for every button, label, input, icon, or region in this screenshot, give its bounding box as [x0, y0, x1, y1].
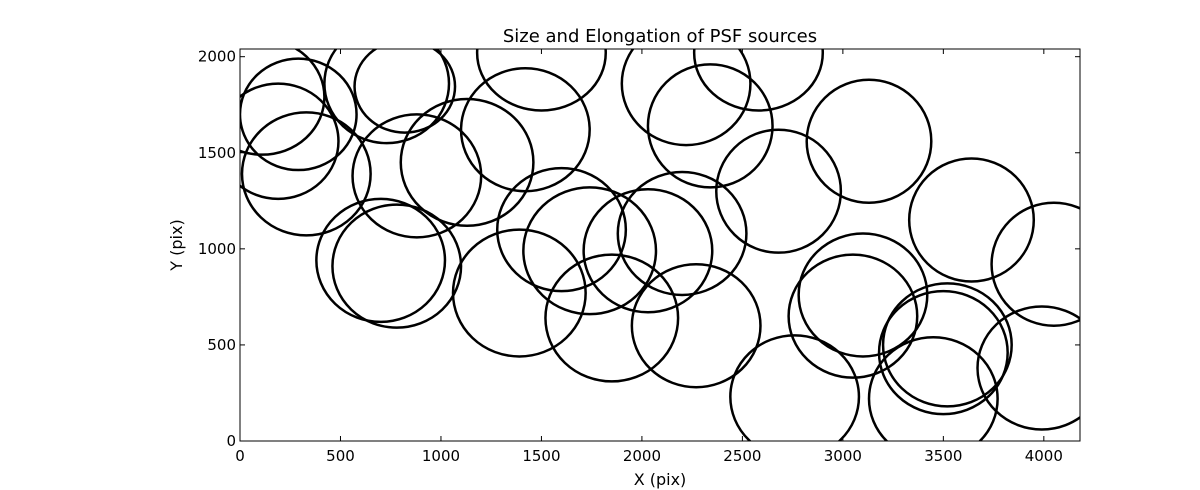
- psf-source-ellipse: [323, 49, 451, 145]
- psf-source-ellipse: [240, 82, 340, 201]
- psf-source-ellipse: [877, 289, 1009, 416]
- psf-source-ellipse: [787, 253, 919, 379]
- psf-source-ellipse: [646, 63, 774, 189]
- x-tick-label: 3500: [924, 447, 962, 465]
- x-tick-label: 500: [326, 447, 355, 465]
- y-tick-label: 2000: [198, 48, 236, 66]
- y-tick-label: 500: [207, 336, 236, 354]
- x-axis-label: X (pix): [634, 470, 687, 489]
- psf-source-ellipse: [451, 228, 587, 358]
- y-tick-label: 1500: [198, 144, 236, 162]
- psf-source-ellipse: [544, 253, 680, 383]
- psf-source-ellipse: [240, 57, 358, 172]
- psf-source-ellipse: [459, 66, 591, 193]
- y-axis-label: Y (pix): [167, 219, 186, 271]
- psf-source-ellipse: [495, 166, 628, 293]
- x-tick-label: 0: [235, 447, 245, 465]
- psf-source-ellipse: [240, 49, 326, 156]
- y-axis: 0 500 1000 1500 2000: [198, 48, 1080, 450]
- psf-source-ellipse: [715, 128, 843, 254]
- x-tick-label: 1500: [522, 447, 560, 465]
- psf-source-ellipse: [692, 49, 825, 112]
- psf-source-ellipse: [976, 305, 1080, 431]
- plot-frame: [239, 48, 1081, 442]
- psf-source-ellipse: [582, 188, 714, 314]
- y-tick-label: 0: [226, 432, 236, 450]
- x-tick-label: 3000: [824, 447, 862, 465]
- x-tick-label: 2500: [723, 447, 761, 465]
- psf-source-ellipse: [797, 232, 929, 358]
- psf-source-ellipse: [399, 97, 535, 228]
- psf-source-ellipse: [522, 186, 658, 316]
- chart-title: Size and Elongation of PSF sources: [503, 26, 817, 47]
- psf-source-ellipse: [315, 197, 447, 324]
- psf-source-ellipse: [990, 201, 1080, 327]
- plot-area: [240, 49, 1080, 441]
- x-tick-label: 1000: [422, 447, 460, 465]
- psf-source-ellipse: [620, 49, 752, 147]
- y-tick-label: 1000: [198, 240, 236, 258]
- psf-source-ellipse-highlighted: [353, 49, 457, 134]
- psf-source-ellipse: [881, 282, 1013, 408]
- psf-source-ellipse: [475, 49, 607, 112]
- psf-source-ellipse: [331, 203, 463, 329]
- psf-source-ellipse: [630, 262, 762, 389]
- psf-source-ellipse: [616, 170, 748, 297]
- psf-source-ellipse: [240, 111, 372, 237]
- x-axis: 0 500 1000 1500 2000 2500 3000 3500 4000: [235, 49, 1063, 465]
- psf-source-ellipse: [867, 336, 999, 441]
- x-tick-label: 4000: [1025, 447, 1063, 465]
- psf-source-ellipse: [907, 157, 1036, 283]
- x-tick-label: 2000: [623, 447, 661, 465]
- psf-source-ellipse: [729, 334, 861, 441]
- psf-source-ellipse: [805, 78, 933, 204]
